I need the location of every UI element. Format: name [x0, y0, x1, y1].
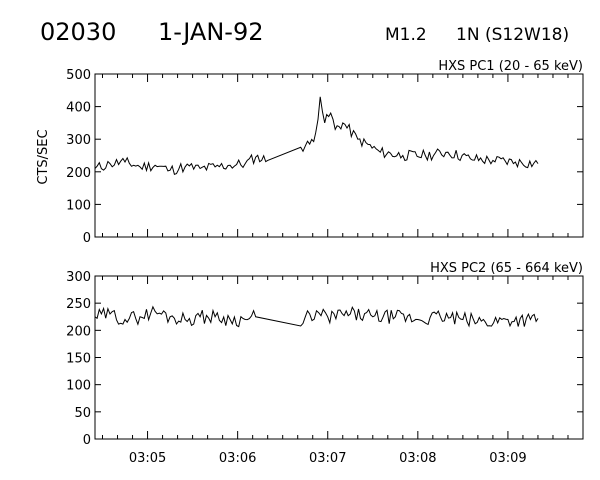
- panel-pc2-series-line: [94, 305, 539, 328]
- y-tick-label: 0: [83, 231, 91, 246]
- panel-pc1-title: HXS PC1 (20 - 65 keV): [438, 59, 583, 74]
- y-tick-label: 50: [74, 406, 91, 421]
- panel-pc1: HXS PC1 (20 - 65 keV) CTS/SEC 0 100 200 300…: [36, 59, 584, 246]
- x-tick-label: 03:07: [309, 451, 346, 466]
- event-id: 02030: [40, 18, 116, 46]
- x-tick-label: 03:06: [219, 451, 256, 466]
- panel-pc2-title: HXS PC2 (65 - 664 keV): [430, 261, 583, 276]
- panel-pc1-y-ticks: 0 100 200 300 400 500: [66, 68, 583, 246]
- y-tick-label: 300: [66, 270, 91, 285]
- panel-pc2-x-ticks: [102, 276, 584, 439]
- y-tick-label: 0: [83, 433, 91, 448]
- y-tick-label: 100: [66, 198, 91, 213]
- x-tick-label: 03:05: [129, 451, 166, 466]
- flare-class: M1.2: [385, 25, 427, 45]
- y-tick-label: 250: [66, 297, 91, 312]
- event-date: 1-JAN-92: [158, 18, 264, 46]
- y-tick-label: 300: [66, 133, 91, 148]
- y-tick-label: 100: [66, 379, 91, 394]
- y-axis-label: CTS/SEC: [36, 129, 51, 184]
- y-tick-label: 400: [66, 101, 91, 116]
- panel-pc2-y-ticks: 0 50 100 150 200 250 300: [66, 270, 583, 448]
- y-tick-label: 200: [66, 324, 91, 339]
- flare-location: (S12W18): [485, 25, 569, 45]
- panel-pc1-frame: [94, 73, 584, 238]
- x-tick-labels: 03:05 03:06 03:07 03:08 03:09: [129, 451, 527, 466]
- y-tick-label: 500: [66, 68, 91, 83]
- x-tick-label: 03:08: [399, 451, 436, 466]
- x-tick-label: 03:09: [489, 451, 526, 466]
- panel-pc2-frame: [94, 275, 584, 440]
- panel-pc1-series-line: [94, 96, 539, 175]
- y-tick-label: 150: [66, 352, 91, 367]
- panel-pc1-x-ticks: [102, 74, 584, 237]
- panel-pc2: HXS PC2 (65 - 664 keV) 0 50 100 150 200 250 30…: [66, 261, 584, 448]
- flare-importance: 1N: [456, 25, 480, 45]
- y-tick-label: 200: [66, 166, 91, 181]
